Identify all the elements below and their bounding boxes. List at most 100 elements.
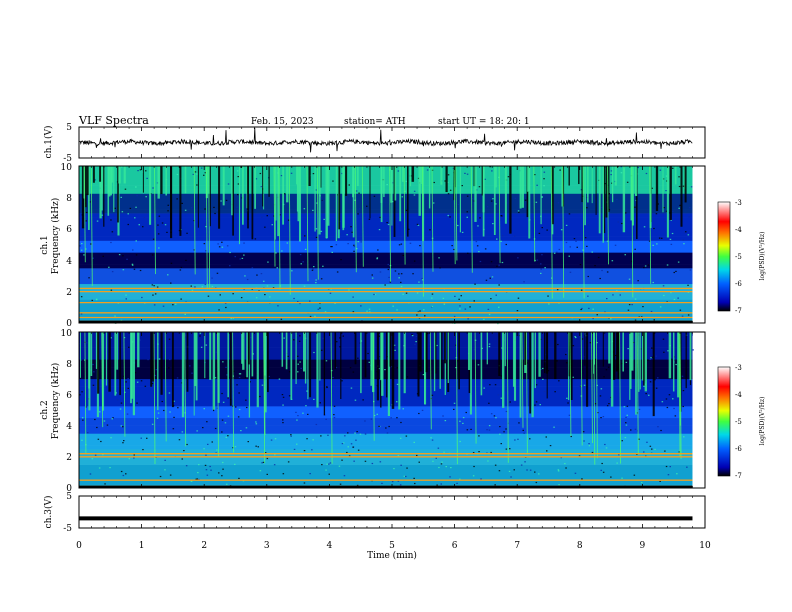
spectrogram-band: [79, 472, 693, 477]
spectrogram-speckle: [651, 347, 653, 349]
spectrogram-speckle: [543, 171, 546, 173]
spectrogram-speckle: [479, 260, 482, 263]
spectrogram-speckle: [274, 438, 277, 440]
ch1-freq-tick-0: 0: [66, 319, 72, 329]
spectrogram-speckle: [134, 372, 137, 374]
spectrogram-streak: [372, 331, 375, 441]
spectrogram-speckle: [315, 236, 318, 238]
spectrogram-speckle: [499, 426, 501, 428]
spectrogram-speckle: [553, 426, 555, 428]
spectrogram-speckle: [669, 466, 671, 468]
spectrogram-speckle: [131, 263, 134, 265]
spectrogram-speckle: [362, 399, 364, 401]
spectrogram-speckle: [582, 249, 584, 251]
spectrogram-speckle: [467, 318, 469, 320]
ch1-waveform-panel: 5 -5 ch.1(V): [43, 123, 706, 164]
spectrogram-speckle: [347, 446, 349, 448]
spectrogram-speckle: [126, 258, 128, 260]
spectrogram-speckle: [224, 302, 227, 304]
spectrogram-speckle: [251, 267, 254, 269]
time-axis-label: Time (min): [367, 550, 417, 561]
spectrogram-speckle: [616, 198, 618, 200]
spectrogram-speckle: [498, 264, 500, 266]
spectrogram-speckle: [675, 363, 677, 366]
spectrogram-speckle: [325, 360, 328, 362]
spectrogram-speckle: [109, 467, 111, 469]
spectrogram-speckle: [332, 180, 334, 182]
spectrogram-speckle: [214, 377, 217, 379]
spectrogram-speckle: [102, 454, 104, 456]
spectrogram-speckle: [168, 338, 171, 340]
spectrogram-speckle: [290, 435, 292, 437]
time-tick-label: 8: [577, 541, 583, 551]
spectrogram-speckle: [673, 298, 676, 301]
spectrogram-speckle: [610, 170, 613, 172]
spectrogram-speckle: [88, 277, 90, 279]
spectrogram-speckle: [510, 476, 512, 478]
spectrogram-speckle: [545, 436, 547, 438]
spectrogram-speckle: [523, 281, 525, 283]
spectrogram-speckle: [167, 274, 169, 276]
spectrogram-speckle: [170, 262, 173, 264]
spectrogram-streak: [273, 165, 276, 267]
spectrogram-speckle: [281, 394, 284, 396]
spectrogram-speckle: [112, 417, 114, 419]
spectrogram-speckle: [634, 428, 637, 430]
spectrogram-streak: [101, 331, 104, 428]
spectrogram-speckle: [489, 277, 491, 279]
spectrogram-speckle: [236, 206, 238, 208]
spectrogram-speckle: [166, 231, 168, 233]
spectrogram-speckle: [312, 268, 314, 270]
spectrogram-streak: [431, 165, 434, 272]
spectrogram-streak: [205, 165, 208, 290]
spectrogram-speckle: [388, 276, 390, 278]
spectrogram-speckle: [243, 254, 245, 256]
spectrogram-streak: [354, 165, 357, 273]
spectrogram-speckle: [346, 234, 348, 236]
spectrogram-band: [79, 413, 693, 419]
spectrogram-speckle: [402, 408, 404, 410]
spectrogram-speckle: [417, 311, 420, 313]
spectrogram-speckle: [456, 482, 458, 484]
spectrogram-speckle: [180, 237, 182, 239]
spectrogram-speckle: [303, 208, 306, 210]
spectrogram-speckle: [360, 305, 362, 307]
spectrogram-streak: [562, 165, 565, 298]
spectrogram-speckle: [204, 172, 207, 174]
spectrogram-speckle: [123, 337, 126, 339]
spectrogram-speckle: [238, 477, 240, 479]
spectrogram-speckle: [634, 206, 636, 208]
spectrogram-speckle: [581, 338, 584, 340]
spectrogram-speckle: [404, 190, 406, 192]
spectrogram-speckle: [304, 235, 306, 237]
spectrogram-speckle: [261, 216, 263, 218]
spectrogram-speckle: [254, 238, 257, 240]
spectrogram-speckle: [601, 269, 603, 272]
spectrogram-speckle: [433, 181, 435, 184]
spectrogram-speckle: [216, 407, 219, 409]
spectrogram-speckle: [81, 439, 83, 441]
spectrogram-speckle: [347, 243, 349, 245]
spectrogram-speckle: [114, 207, 116, 209]
spectrogram-speckle: [579, 264, 582, 266]
spectrogram-speckle: [360, 241, 362, 243]
spectrogram-band: [79, 169, 693, 175]
spectrogram-speckle: [283, 193, 286, 195]
spectrogram-speckle: [359, 433, 362, 435]
spectrogram-low-band: [79, 320, 693, 323]
ch3-waveform-ylabel: ch.3(V): [43, 496, 54, 529]
spectrogram-speckle: [460, 295, 462, 297]
spectrogram-speckle: [120, 402, 123, 404]
spectrogram-speckle: [488, 346, 491, 348]
spectrogram-speckle: [390, 417, 392, 419]
spectrogram-speckle: [398, 277, 400, 279]
spectrogram-speckle: [652, 244, 654, 246]
spectrogram-speckle: [255, 297, 258, 299]
spectrogram-speckle: [186, 232, 188, 234]
spectrogram-speckle: [663, 351, 665, 353]
spectrogram-speckle: [315, 228, 318, 230]
spectrogram-speckle: [299, 335, 301, 337]
spectrogram-speckle: [136, 195, 138, 197]
spectrogram-speckle: [557, 202, 560, 204]
spectrogram-speckle: [300, 367, 302, 369]
